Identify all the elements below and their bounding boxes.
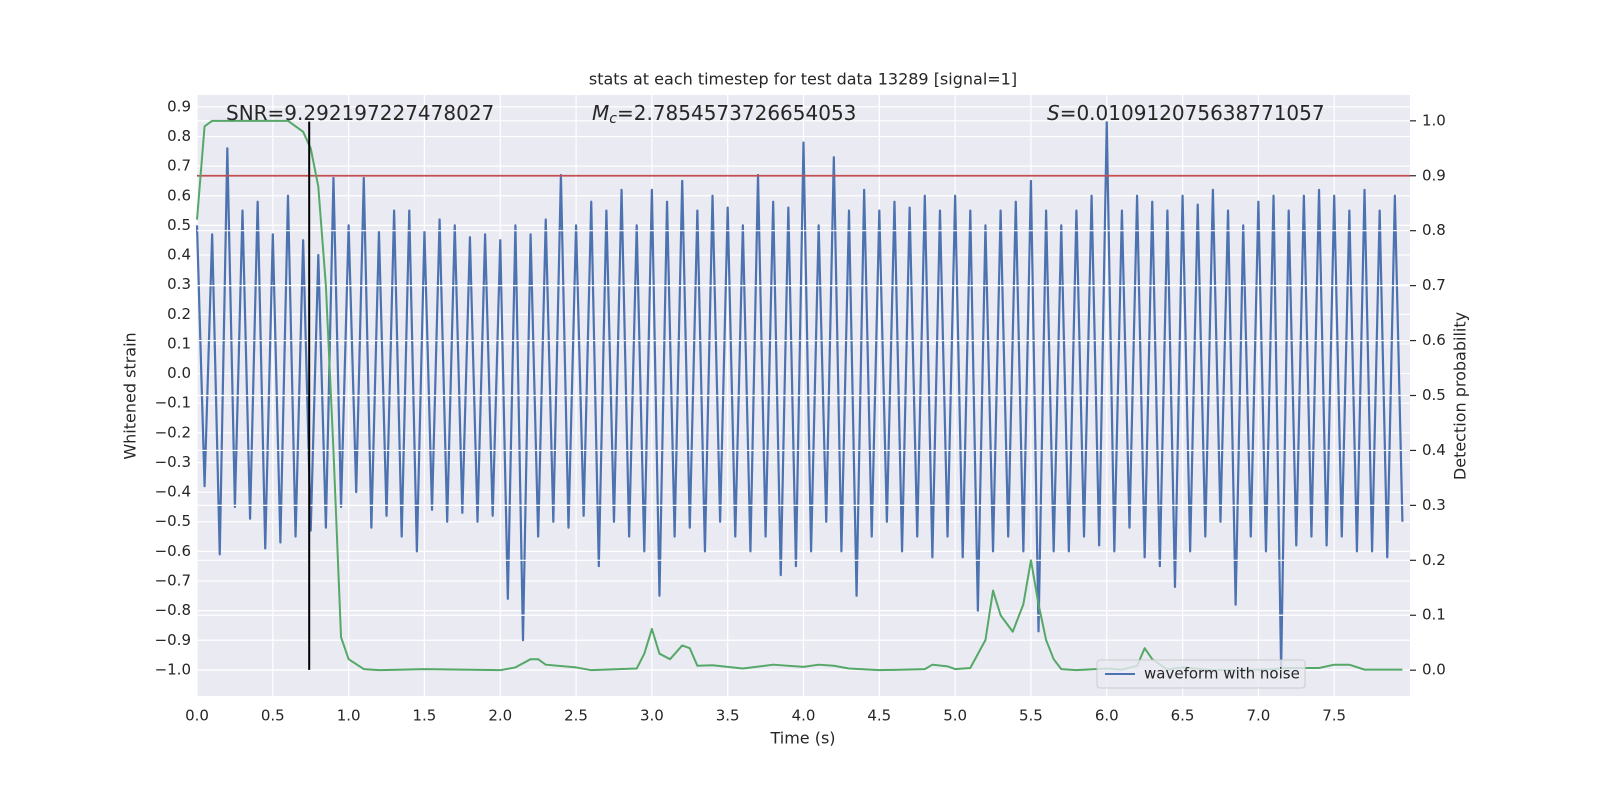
annotation-text: =0.010912075638771057 xyxy=(1060,101,1325,125)
x-tick-label: 6.5 xyxy=(1171,707,1195,725)
annotation: S=0.010912075638771057 xyxy=(1047,101,1325,125)
y2-tick-label: 0.3 xyxy=(1422,496,1446,514)
y-tick-label: 0.3 xyxy=(167,275,191,293)
y-tick-label: 0.2 xyxy=(167,305,191,323)
y2-tick-label: 0.7 xyxy=(1422,276,1446,294)
y-tick-label: 0.8 xyxy=(167,127,191,145)
x-tick-label: 6.0 xyxy=(1095,707,1119,725)
x-tick-label: 0.5 xyxy=(261,707,285,725)
y2-tick-label: 0.5 xyxy=(1422,386,1446,404)
x-tick-label: 1.5 xyxy=(413,707,437,725)
x-tick-label: 0.0 xyxy=(185,707,209,725)
y-tick-label: −0.1 xyxy=(155,394,191,412)
x-tick-label: 4.0 xyxy=(792,707,816,725)
chart-title: stats at each timestep for test data 132… xyxy=(589,70,1017,89)
y-tick-label: −0.3 xyxy=(155,453,191,471)
y-tick-label: −0.7 xyxy=(155,572,191,590)
y-tick-label: −0.2 xyxy=(155,423,191,441)
y-tick-label: −0.8 xyxy=(155,601,191,619)
y2-axis-label: Detection probability xyxy=(1451,312,1470,480)
y-tick-label: −0.4 xyxy=(155,483,191,501)
y-tick-label: 0.0 xyxy=(167,364,191,382)
series-line xyxy=(196,119,1403,672)
y2-tick-label: 0.1 xyxy=(1422,606,1446,624)
x-tick-label: 5.0 xyxy=(943,707,967,725)
annotation-subscript: c xyxy=(609,111,617,127)
y-tick-label: −1.0 xyxy=(155,660,191,678)
annotation-text: =2.7854573726654053 xyxy=(617,101,856,125)
x-tick-label: 3.0 xyxy=(640,707,664,725)
x-tick-label: 4.5 xyxy=(867,707,891,725)
y2-tick-label: 0.9 xyxy=(1422,166,1446,184)
y2-tick-label: 1.0 xyxy=(1422,111,1446,129)
y2-tick-label: 0.4 xyxy=(1422,441,1446,459)
x-tick-label: 3.5 xyxy=(716,707,740,725)
x-tick-label: 7.5 xyxy=(1322,707,1346,725)
x-tick-label: 1.0 xyxy=(337,707,361,725)
series-line xyxy=(195,120,1404,672)
y-tick-label: −0.9 xyxy=(155,631,191,649)
y-tick-label: 0.9 xyxy=(167,97,191,115)
x-tick-label: 7.0 xyxy=(1246,707,1270,725)
y2-tick-label: 0.0 xyxy=(1422,661,1446,679)
annotation-symbol: M xyxy=(592,101,609,125)
y-tick-label: −0.6 xyxy=(155,542,191,560)
y-tick-label: −0.5 xyxy=(155,512,191,530)
x-axis-label: Time (s) xyxy=(769,729,835,748)
y-tick-label: 0.7 xyxy=(167,157,191,175)
y2-tick-label: 0.2 xyxy=(1422,551,1446,569)
x-tick-label: 2.0 xyxy=(488,707,512,725)
x-tick-label: 5.5 xyxy=(1019,707,1043,725)
legend-box xyxy=(1096,659,1306,689)
y2-tick-label: 0.6 xyxy=(1422,331,1446,349)
y-tick-label: 0.1 xyxy=(167,334,191,352)
annotation: Mc=2.7854573726654053 xyxy=(592,101,856,128)
annotation-text: SNR=9.292197227478027 xyxy=(226,101,494,125)
y-axis-label: Whitened strain xyxy=(121,332,140,459)
y-tick-label: 0.6 xyxy=(167,186,191,204)
y-tick-label: 0.5 xyxy=(167,216,191,234)
annotation: SNR=9.292197227478027 xyxy=(226,101,494,125)
y2-tick-label: 0.8 xyxy=(1422,221,1446,239)
legend-label: waveform with noise xyxy=(1144,665,1300,683)
annotation-symbol: S xyxy=(1047,101,1060,125)
y-tick-label: 0.4 xyxy=(167,246,191,264)
x-tick-label: 2.5 xyxy=(564,707,588,725)
